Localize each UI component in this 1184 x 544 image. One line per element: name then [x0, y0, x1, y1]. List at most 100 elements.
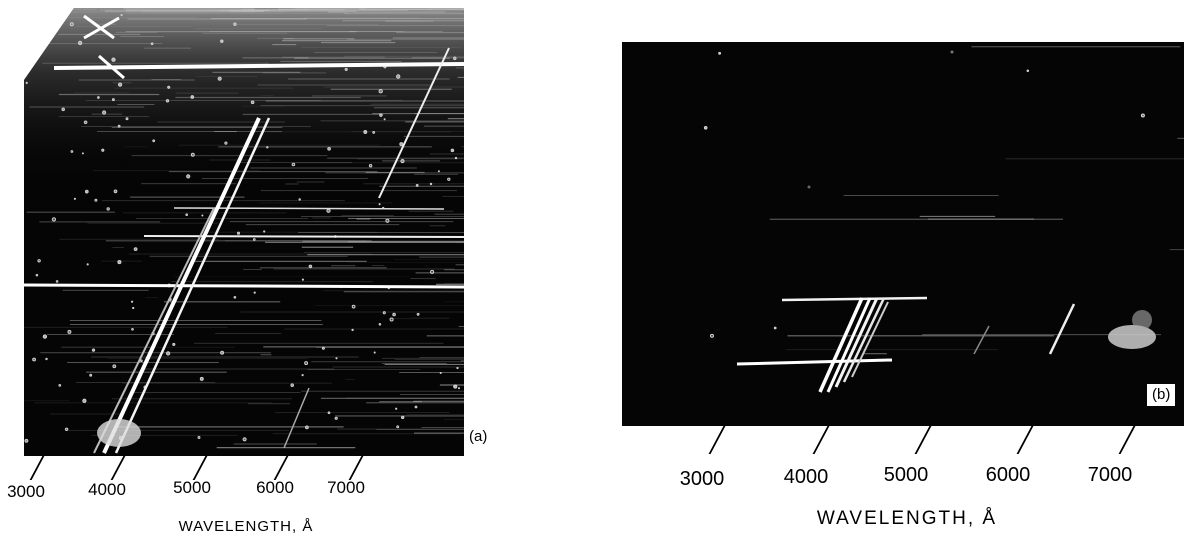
texture-speck — [378, 203, 381, 206]
texture-speck — [252, 238, 256, 241]
texture-speck — [190, 95, 195, 99]
texture-speck — [113, 189, 118, 194]
spectrogram-image-a — [24, 8, 464, 454]
texture-speck — [395, 407, 398, 410]
texture-speck — [242, 437, 247, 442]
texture-speck — [220, 350, 225, 355]
texture-speck — [344, 67, 348, 71]
tick-mark — [273, 456, 288, 480]
tick-mark — [812, 426, 829, 454]
texture-speck — [1140, 113, 1145, 118]
axis-title-b: WAVELENGTH, Å — [816, 508, 998, 529]
texture-speck — [378, 323, 382, 326]
tick-mark — [1016, 426, 1033, 454]
texture-speck — [64, 427, 69, 432]
texture-speck — [81, 152, 84, 155]
tick-mark — [110, 456, 125, 480]
texture-speck — [429, 182, 433, 186]
texture-speck — [132, 306, 135, 310]
texture-speck — [220, 39, 224, 43]
texture-speck — [373, 351, 376, 354]
texture-speck — [703, 125, 708, 130]
texture-speck — [84, 189, 89, 194]
texture-speck — [710, 333, 714, 338]
texture-speck — [298, 198, 301, 201]
texture-speck — [400, 415, 405, 420]
texture-speck — [379, 113, 383, 117]
texture-speck — [450, 148, 455, 153]
texture-speck — [437, 170, 440, 173]
axis-title-a: WAVELENGTH, Å — [178, 518, 314, 535]
tick-label: 4000 — [783, 466, 829, 488]
texture-speck — [372, 130, 376, 134]
texture-speck — [24, 438, 29, 443]
tick-label: 5000 — [883, 464, 929, 486]
texture-speck — [199, 376, 204, 381]
texture-speck — [37, 259, 41, 263]
texture-speck — [439, 371, 442, 375]
texture-speck — [773, 326, 777, 330]
texture-speck — [334, 416, 338, 420]
texture-speck — [111, 57, 116, 62]
texture-speck — [140, 359, 143, 363]
texture-speck — [453, 56, 457, 61]
texture-speck — [42, 334, 48, 339]
texture-speck — [250, 100, 255, 105]
texture-speck — [233, 22, 237, 26]
texture-speck — [165, 99, 170, 103]
texture-speck — [253, 291, 256, 294]
texture-speck — [167, 85, 171, 89]
texture-speck — [131, 327, 134, 331]
texture-speck — [61, 107, 65, 112]
texture-speck — [291, 162, 296, 167]
texture-speck — [430, 269, 435, 274]
texture-speck — [58, 384, 62, 387]
texture-speck — [351, 304, 356, 309]
texture-speck — [67, 329, 72, 334]
texture-speck — [415, 183, 419, 187]
tick-label: 6000 — [985, 464, 1031, 486]
spectrogram-image-b — [703, 46, 1184, 393]
texture-speck — [125, 117, 129, 121]
texture-speck — [94, 198, 98, 202]
texture-speck — [416, 312, 420, 316]
texture-speck — [133, 247, 138, 252]
texture-speck — [73, 197, 76, 200]
texture-speck — [335, 357, 338, 360]
texture-speck — [83, 120, 88, 125]
texture-speck — [70, 150, 74, 153]
spectrogram-photo-b — [622, 42, 1184, 426]
texture-speck — [399, 142, 404, 147]
texture-speck — [117, 260, 122, 265]
texture-speck — [201, 214, 204, 217]
spectrogram-photo-a — [24, 8, 464, 456]
texture-speck — [1026, 69, 1030, 72]
texture-speck — [45, 357, 48, 361]
texture-speck — [172, 342, 176, 346]
texture-speck — [217, 76, 222, 81]
texture-speck — [396, 74, 401, 79]
texture-speck — [233, 295, 237, 299]
texture-speck — [101, 148, 105, 152]
texture-speck — [185, 213, 188, 216]
texture-speck — [304, 361, 309, 366]
tick-label: 7000 — [327, 478, 365, 497]
texture-speck — [77, 40, 83, 46]
texture-speck — [351, 328, 354, 332]
tick-label: 6000 — [256, 478, 294, 497]
tick-mark — [348, 456, 363, 480]
texture-speck — [111, 98, 115, 102]
texture-speck — [368, 163, 373, 168]
texture-speck — [32, 357, 37, 362]
texture-speck — [308, 264, 313, 269]
texture-speck — [102, 110, 107, 115]
texture-speck — [301, 278, 304, 281]
tick-mark — [914, 426, 931, 454]
texture-speck — [301, 373, 304, 377]
texture-speck — [327, 146, 331, 151]
texture-speck — [382, 311, 386, 315]
tick-label: 5000 — [173, 478, 211, 497]
texture-speck — [266, 146, 269, 149]
texture-speck — [25, 81, 28, 84]
texture-speck — [97, 96, 100, 99]
